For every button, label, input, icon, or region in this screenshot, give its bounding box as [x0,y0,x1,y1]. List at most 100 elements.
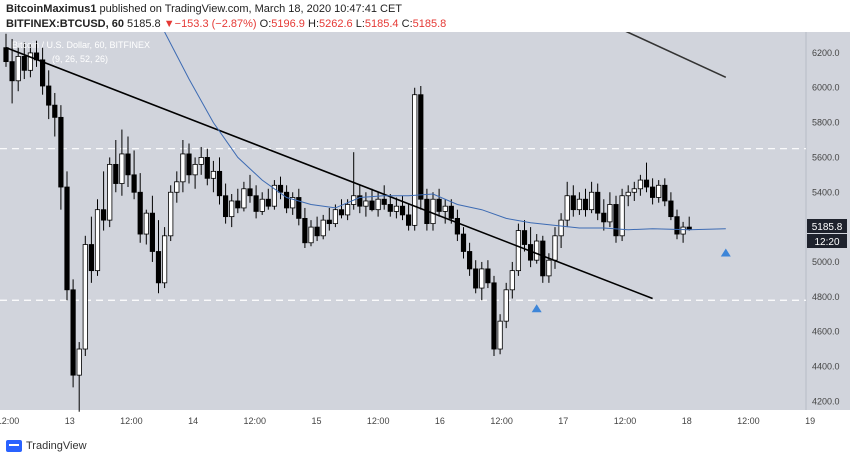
candle-17 [107,157,113,228]
candle-107 [656,180,662,203]
candle-body [52,104,58,118]
candle-104 [637,174,644,196]
candle-body [558,219,564,237]
candle-14 [88,216,94,283]
candle-body [143,212,149,235]
candle-body [113,163,119,184]
y-tick-label: 4600.0 [812,327,840,337]
candle-12 [76,342,82,412]
x-tick-label: 12:00 [367,416,390,426]
candle-11 [70,279,76,388]
candle-109 [668,192,674,221]
candle-8 [52,92,58,137]
y-tick-label: 5600.0 [812,152,840,162]
candle-31 [192,157,198,189]
candle-body [70,289,76,376]
candle-67 [412,87,418,231]
candle-body [107,163,113,221]
candle-96 [589,181,595,214]
candle-84 [515,223,522,276]
candle-18 [113,140,119,193]
candle-44 [271,180,278,210]
candle-75 [460,227,467,259]
candle-40 [247,174,253,203]
open-label: O: [259,18,272,30]
candle-78 [479,261,485,301]
candle-body [479,268,485,289]
candle-110 [674,209,680,240]
candle-39 [241,181,247,212]
time-axis [0,410,850,436]
candle-111 [680,221,686,243]
signal-triangle-icon [531,304,542,313]
chart-legend-title: Bitcoin / U.S. Dollar, 60, BITFINEX [12,40,150,50]
candle-body [149,212,155,252]
candle-body [137,191,143,235]
candle-body [485,268,491,284]
candle-body [302,217,308,244]
candle-body [582,198,589,211]
candle-body [576,198,583,211]
candle-22 [137,173,143,243]
candle-body [210,170,216,179]
candle-59 [363,192,369,217]
publish-line: BitcoinMaximus1 published on TradingView… [6,3,402,15]
candle-72 [442,199,448,224]
candle-95 [582,188,589,217]
candle-82 [503,282,509,329]
candle-100 [613,195,619,243]
countdown-timer: 12:20 [814,237,839,248]
candle-83 [509,261,515,299]
x-tick-label: 18 [682,416,692,426]
candle-body [613,204,619,237]
candle-body [381,198,387,205]
y-tick-label: 5000.0 [812,257,840,267]
candle-33 [204,148,210,186]
candle-62 [381,185,387,210]
tradingview-logo[interactable]: TradingView [6,440,87,452]
candle-body [247,188,253,197]
candle-20 [125,136,131,188]
high-label: H: [308,18,319,30]
candle-body [283,191,290,209]
candle-70 [430,192,436,231]
candle-91 [558,213,564,248]
candle-65 [399,195,406,221]
x-tick-label: 12:00 [244,416,267,426]
candle-body [222,195,229,218]
candle-body [619,195,625,237]
candle-body [405,214,412,226]
candle-body [216,170,223,197]
candle-body [595,191,601,214]
candle-body [491,282,497,350]
candle-46 [283,185,290,214]
candle-body [607,204,613,223]
y-tick-label: 4800.0 [812,292,840,302]
candle-28 [174,171,180,203]
x-tick-label: 17 [558,416,568,426]
down-arrow-icon: ▼ [163,18,175,30]
indicator-legend: (9, 26, 52, 26) [52,54,108,64]
candle-66 [405,204,412,231]
candle-body [76,348,82,376]
author-name[interactable]: BitcoinMaximus1 [6,3,97,15]
candle-body [198,157,204,165]
candle-body [363,200,369,207]
moving-average-black [625,32,727,79]
candle-body [40,59,46,87]
candle-body [503,289,509,322]
candle-body [412,94,418,226]
close-label: C: [401,18,413,30]
candle-body [454,217,461,235]
candle-98 [601,199,607,231]
candle-51 [314,216,320,242]
price-chart[interactable]: 4200.04400.04600.04800.05000.05200.05400… [0,32,850,436]
candle-body [570,195,576,211]
x-tick-label: 13 [65,416,75,426]
symbol-label: BITFINEX:BTCUSD, 60 [6,18,124,30]
candle-53 [326,207,332,231]
last-price: 5185.8 [127,18,161,30]
candle-21 [131,150,137,200]
candle-body [332,209,339,225]
candle-body [418,94,424,200]
